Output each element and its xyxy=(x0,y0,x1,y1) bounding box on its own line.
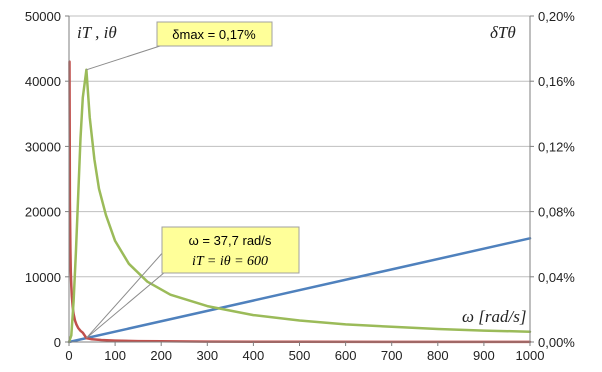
y-left-tick-label: 0 xyxy=(54,335,61,350)
y-left-tick-label: 50000 xyxy=(25,9,61,24)
grid-lines xyxy=(69,15,530,278)
chart-ticks: 0 100 200 300 400 500 600 700 800 900 100001000020… xyxy=(25,9,575,363)
x-tick-label: 400 xyxy=(243,348,265,363)
series-line-blue xyxy=(67,237,532,344)
chart-axes xyxy=(68,16,531,343)
callout-leader-line xyxy=(86,45,161,71)
x-tick-label: 700 xyxy=(381,348,403,363)
callout-leader-line xyxy=(86,271,166,339)
callout-box xyxy=(156,21,273,47)
y-left-tick-label: 10000 xyxy=(25,270,61,285)
x-axis-label: ω [rad/s] xyxy=(462,307,526,326)
y-right-tick-label: 0,12% xyxy=(538,139,575,154)
x-tick-label: 900 xyxy=(473,348,495,363)
series-line-red xyxy=(68,60,532,344)
callouts: δmax = 0,17% ω = 37,7 rad/s iT = iθ = 600 xyxy=(86,21,300,339)
series-line-green xyxy=(67,68,532,344)
y-right-tick-label: 0,00% xyxy=(538,335,575,350)
x-tick-label: 600 xyxy=(335,348,357,363)
x-tick-label: 800 xyxy=(427,348,449,363)
y-left-tick-label: 30000 xyxy=(25,139,61,154)
y-right-tick-label: 0,20% xyxy=(538,9,575,24)
x-tick-label: 300 xyxy=(196,348,218,363)
y-right-tick-label: 0,04% xyxy=(538,270,575,285)
y-right-tick-label: 0,08% xyxy=(538,205,575,220)
y-left-tick-label: 40000 xyxy=(25,74,61,89)
x-tick-label: 1000 xyxy=(516,348,545,363)
x-tick-label: 500 xyxy=(289,348,311,363)
x-tick-label: 200 xyxy=(150,348,172,363)
chart-series xyxy=(67,60,532,344)
y-right-axis-label: δTθ xyxy=(490,23,516,42)
callout-leader-line xyxy=(86,249,166,339)
callout-omega: ω = 37,7 rad/s xyxy=(189,233,272,248)
x-tick-label: 0 xyxy=(65,348,72,363)
callout-box xyxy=(161,226,300,274)
callout-delta-max: δmax = 0,17% xyxy=(172,27,256,42)
x-tick-label: 100 xyxy=(104,348,126,363)
y-right-tick-label: 0,16% xyxy=(538,74,575,89)
y-left-axis-label: iT , iθ xyxy=(77,23,117,42)
y-left-tick-label: 20000 xyxy=(25,205,61,220)
callout-equal-currents: iT = iθ = 600 xyxy=(192,254,268,269)
